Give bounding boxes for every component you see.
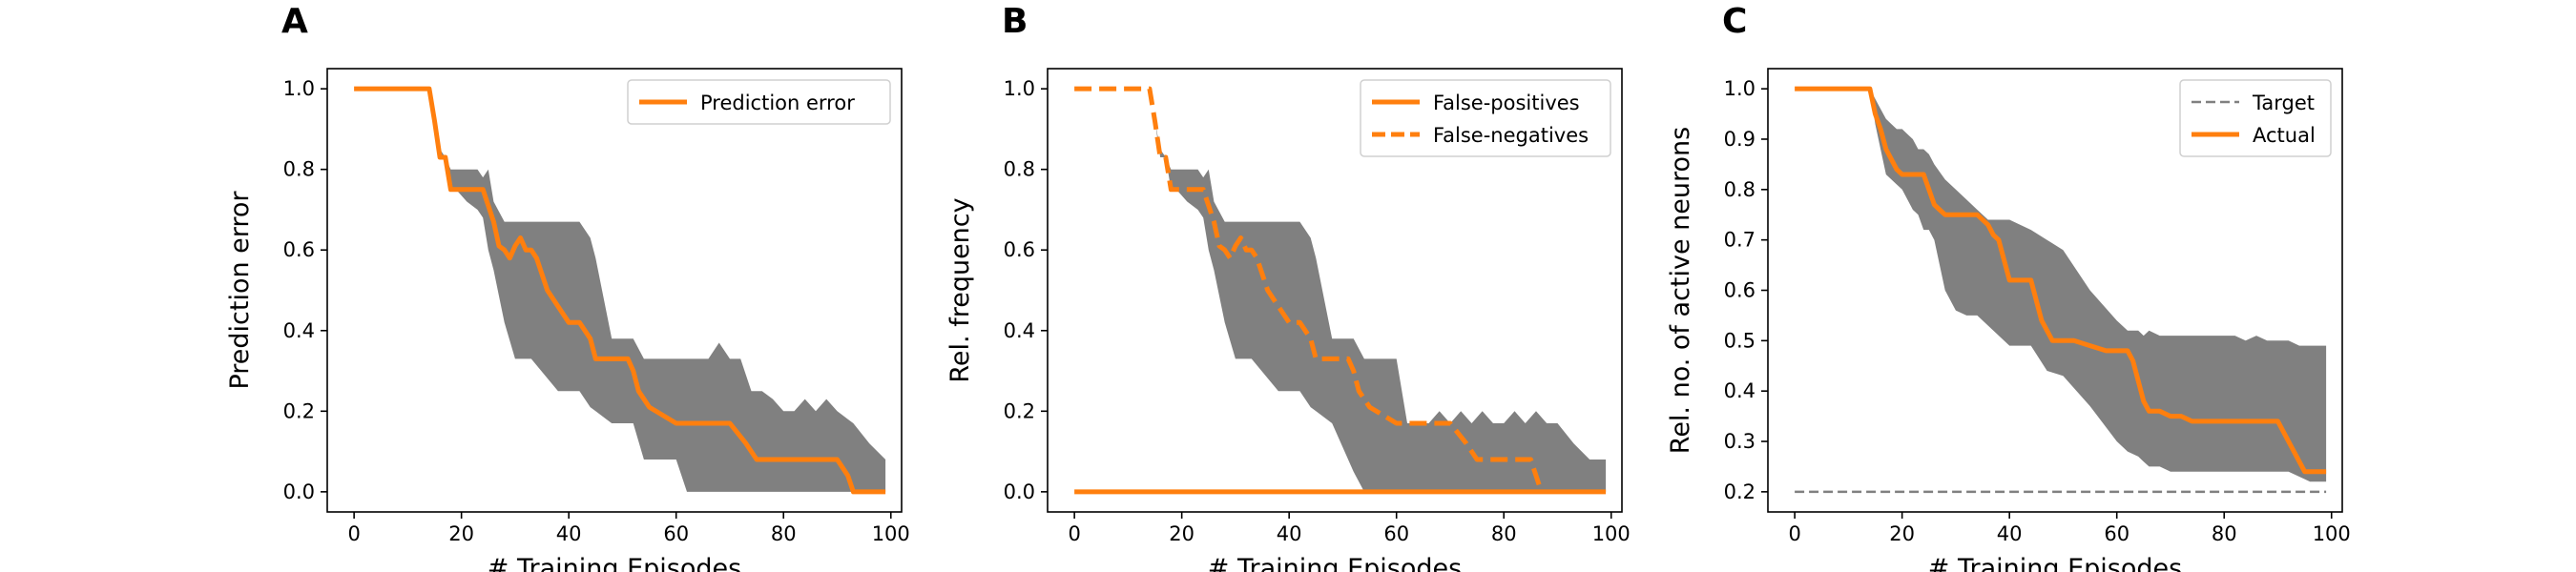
y-axis-label: Rel. no. of active neurons xyxy=(1666,127,1695,454)
y-tick-label: 0.4 xyxy=(283,319,315,342)
x-tick-label: 20 xyxy=(1889,522,1915,545)
legend-label: False-negatives xyxy=(1433,124,1589,147)
x-tick-label: 60 xyxy=(2104,522,2129,545)
y-tick-label: 0.2 xyxy=(1004,399,1035,422)
panel-label: C xyxy=(1722,2,1747,41)
x-tick-label: 0 xyxy=(1788,522,1800,545)
y-tick-label: 0.6 xyxy=(1004,238,1035,261)
legend-label: Target xyxy=(2252,92,2315,114)
y-tick-label: 0.0 xyxy=(283,480,315,503)
legend-label: Prediction error xyxy=(700,92,855,114)
y-tick-label: 0.0 xyxy=(1004,480,1035,503)
panel-label: A xyxy=(281,2,308,41)
panel-a: 0 20 40 60 80 100 0.0 0.2 0.4 0.6 0.8 1.0 # Training… xyxy=(225,2,910,572)
y-tick-label: 0.2 xyxy=(1724,480,1755,503)
x-axis-label: # Training Episodes xyxy=(1928,554,2182,572)
y-tick-label: 0.2 xyxy=(283,399,315,422)
x-tick-label: 0 xyxy=(1068,522,1080,545)
x-tick-label: 40 xyxy=(556,522,582,545)
panel-c: 0 20 40 60 80 100 0.2 0.3 0.4 0.5 0.6 0.7 0.8 0.9 1.0 #… xyxy=(1666,2,2351,572)
legend-box xyxy=(627,79,891,125)
series-line xyxy=(1795,86,2327,475)
y-tick-label: 0.8 xyxy=(1004,158,1035,181)
x-tick-label: 60 xyxy=(1383,522,1409,545)
y-tick-label: 1.0 xyxy=(283,77,315,100)
y-tick-label: 1.0 xyxy=(1724,77,1755,100)
x-tick-label: 100 xyxy=(872,522,910,545)
y-tick-label: 0.6 xyxy=(283,238,315,261)
legend-label: Actual xyxy=(2253,124,2316,147)
y-axis-label: Rel. frequency xyxy=(945,197,975,382)
x-tick-label: 40 xyxy=(1277,522,1302,545)
x-tick-label: 80 xyxy=(1491,522,1517,545)
y-tick-label: 0.4 xyxy=(1724,379,1755,402)
y-axis-label: Prediction error xyxy=(225,191,255,390)
x-tick-label: 80 xyxy=(771,522,797,545)
y-tick-label: 0.8 xyxy=(283,158,315,181)
x-tick-label: 100 xyxy=(2313,522,2351,545)
legend-label: False-positives xyxy=(1433,92,1580,114)
y-tick-label: 0.9 xyxy=(1724,128,1755,151)
y-tick-label: 0.6 xyxy=(1724,279,1755,302)
x-tick-label: 40 xyxy=(1997,522,2023,545)
axes-frame xyxy=(1047,68,1623,513)
legend-box xyxy=(1360,79,1611,157)
y-tick-label: 1.0 xyxy=(1004,77,1035,100)
x-tick-label: 100 xyxy=(1592,522,1631,545)
y-tick-label: 0.4 xyxy=(1004,319,1035,342)
x-tick-label: 0 xyxy=(347,522,360,545)
confidence-band xyxy=(1074,89,1607,492)
panel-label: B xyxy=(1002,2,1028,41)
x-axis-label: # Training Episodes xyxy=(488,554,741,572)
series-line xyxy=(354,86,886,495)
x-tick-label: 20 xyxy=(448,522,474,545)
y-tick-label: 0.5 xyxy=(1724,329,1755,352)
confidence-band xyxy=(354,89,886,492)
panel-b: 0 20 40 60 80 100 0.0 0.2 0.4 0.6 0.8 1.0 # Training… xyxy=(945,2,1631,572)
x-axis-label: # Training Episodes xyxy=(1208,554,1462,572)
x-tick-label: 80 xyxy=(2212,522,2237,545)
x-tick-label: 20 xyxy=(1169,522,1195,545)
axes-frame xyxy=(326,68,903,513)
x-tick-label: 60 xyxy=(663,522,689,545)
y-tick-label: 0.3 xyxy=(1724,430,1755,453)
legend-box xyxy=(2179,79,2332,157)
y-tick-label: 0.8 xyxy=(1724,178,1755,201)
y-tick-label: 0.7 xyxy=(1724,229,1755,252)
series-line xyxy=(1074,86,1544,493)
